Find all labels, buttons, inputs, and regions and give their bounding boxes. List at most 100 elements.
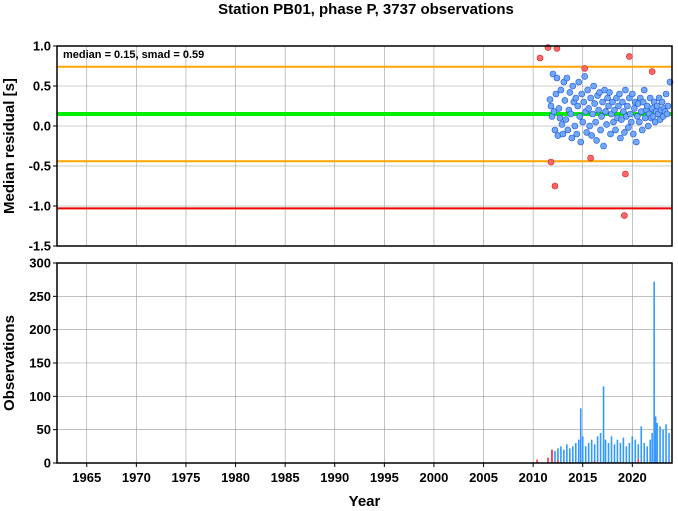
observation-bar [665,424,667,463]
residual-reference-lines [57,65,672,210]
observation-bar [563,449,565,463]
residual-point [597,126,604,134]
observations-y-tick-label: 200 [29,322,51,337]
observations-y-tick-label: 150 [29,356,51,371]
residual-point [564,126,572,134]
residual-point [605,102,612,110]
residual-panel: -1.5 -1.0 -0.5 0.0 0.5 1.0 median = 0.15, sma… [1,39,674,254]
residual-point [584,86,591,94]
residual-y-tick-labels: -1.5 -1.0 -0.5 0.0 0.5 1.0 [29,39,57,254]
residual-point [628,118,635,126]
residual-point [547,102,555,110]
residual-point [562,116,570,123]
residual-point [646,94,654,102]
observation-bar [590,439,593,463]
year-tick-label: 1985 [271,470,300,485]
residual-plot-frame [56,45,673,247]
residual-point [566,89,574,96]
observations-y-tick-label: 300 [29,256,51,271]
observations-bars [536,281,670,463]
residual-point [558,121,566,128]
year-tick-label: 1970 [122,470,151,485]
outlier-observation-bar [593,461,596,463]
observation-bar [619,443,622,463]
observation-bar [557,448,559,463]
residual-point [550,108,558,115]
observation-bar [584,446,587,463]
observation-bar [610,436,613,463]
residual-point [664,102,672,110]
residual-point [579,118,587,126]
residual-point [572,94,580,102]
observation-bar [659,426,661,463]
outlier-point [551,182,559,190]
residual-point [604,94,611,102]
residual-point [621,129,628,136]
residual-point [644,122,652,130]
outlier-point [626,53,633,60]
residual-point [553,74,561,82]
residual-point [561,97,569,104]
residual-y-tick-label: 1.0 [33,39,51,54]
observation-bar [613,444,616,463]
residual-point [589,110,596,118]
residual-stats-annotation: median = 0.15, smad = 0.59 [63,49,204,61]
residual-point [620,108,627,115]
residual-point [606,89,613,96]
observation-bar [616,439,619,463]
observation-bar [599,433,602,463]
year-tick-label: 1965 [72,470,101,485]
observation-bar [577,439,580,463]
residual-point [632,138,640,146]
year-tick-labels: 1965 1970 1975 1980 1985 1990 1995 2000 2005 2010… [72,463,647,485]
residual-point [639,98,647,106]
residual-y-tick-label: -1.0 [29,199,51,214]
residual-point [581,73,589,80]
residual-point [638,126,646,134]
outlier-point [536,54,544,62]
outlier-observation-bar [557,460,559,463]
outlier-observation-bar [551,449,553,463]
year-tick-label: 2000 [419,470,448,485]
year-tick-label: 1975 [171,470,200,485]
residual-y-tick-label: 0.5 [33,79,51,94]
observations-y-tick-label: 100 [29,389,51,404]
observation-bar [596,436,599,463]
residual-point [569,82,577,90]
observation-bar [649,439,651,463]
residual-point [625,124,632,131]
residual-point [585,105,592,112]
residual-point [622,86,629,94]
residual-point [598,113,605,120]
residual-point [586,122,593,130]
year-axis-label: Year [349,493,381,510]
residual-point [556,114,564,122]
outlier-point [547,158,555,166]
outlier-observation-bar [637,459,640,463]
residual-point [593,137,600,144]
residual-point [583,129,590,136]
residual-point [574,102,582,110]
residual-point [629,90,636,98]
observation-bar [604,439,607,463]
observation-bar [662,429,664,463]
residual-point [575,78,583,86]
residual-point [552,90,560,98]
residual-point [658,98,666,106]
observation-bar [654,416,657,463]
observation-bar [602,386,605,463]
observations-y-axis-label: Observations [1,315,18,411]
observation-bar [637,444,640,463]
observation-bar [628,443,631,463]
residual-point [662,90,670,98]
observations-y-tick-label: 250 [29,289,51,304]
residual-point [568,134,576,142]
residual-point [591,100,598,107]
residual-point [609,98,616,106]
year-tick-label: 2015 [568,470,597,485]
residual-y-axis-label: Median residual [s] [1,78,18,214]
observations-y-tick-label: 50 [37,422,51,437]
residual-point [590,82,597,90]
observation-bar [643,443,646,463]
